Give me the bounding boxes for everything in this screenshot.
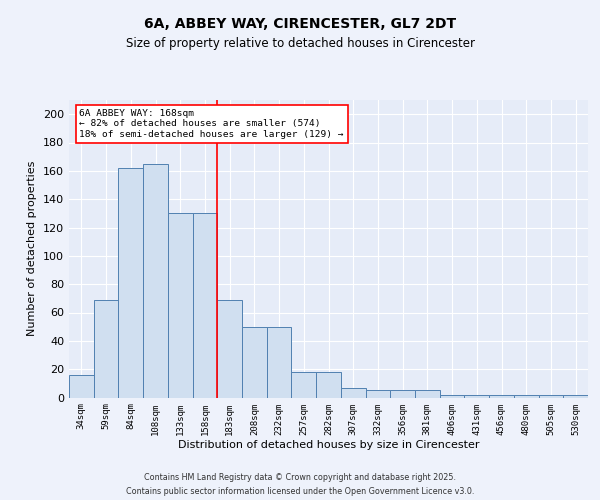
Bar <box>316 372 341 398</box>
Text: Size of property relative to detached houses in Cirencester: Size of property relative to detached ho… <box>125 38 475 51</box>
Bar <box>539 394 563 398</box>
Text: Contains public sector information licensed under the Open Government Licence v3: Contains public sector information licen… <box>126 488 474 496</box>
Text: Contains HM Land Registry data © Crown copyright and database right 2025.: Contains HM Land Registry data © Crown c… <box>144 472 456 482</box>
Bar <box>489 394 514 398</box>
Bar <box>415 390 440 398</box>
Bar <box>440 394 464 398</box>
Bar <box>118 168 143 398</box>
Y-axis label: Number of detached properties: Number of detached properties <box>28 161 37 336</box>
Bar <box>464 394 489 398</box>
Bar <box>242 326 267 398</box>
Bar <box>563 394 588 398</box>
Bar <box>217 300 242 398</box>
Bar <box>341 388 365 398</box>
Text: 6A ABBEY WAY: 168sqm
← 82% of detached houses are smaller (574)
18% of semi-deta: 6A ABBEY WAY: 168sqm ← 82% of detached h… <box>79 109 344 138</box>
Bar <box>267 326 292 398</box>
Text: 6A, ABBEY WAY, CIRENCESTER, GL7 2DT: 6A, ABBEY WAY, CIRENCESTER, GL7 2DT <box>144 18 456 32</box>
Bar <box>94 300 118 398</box>
X-axis label: Distribution of detached houses by size in Cirencester: Distribution of detached houses by size … <box>178 440 479 450</box>
Bar <box>143 164 168 398</box>
Bar <box>168 214 193 398</box>
Bar <box>193 214 217 398</box>
Bar <box>365 390 390 398</box>
Bar <box>69 375 94 398</box>
Bar <box>292 372 316 398</box>
Bar <box>390 390 415 398</box>
Bar <box>514 394 539 398</box>
